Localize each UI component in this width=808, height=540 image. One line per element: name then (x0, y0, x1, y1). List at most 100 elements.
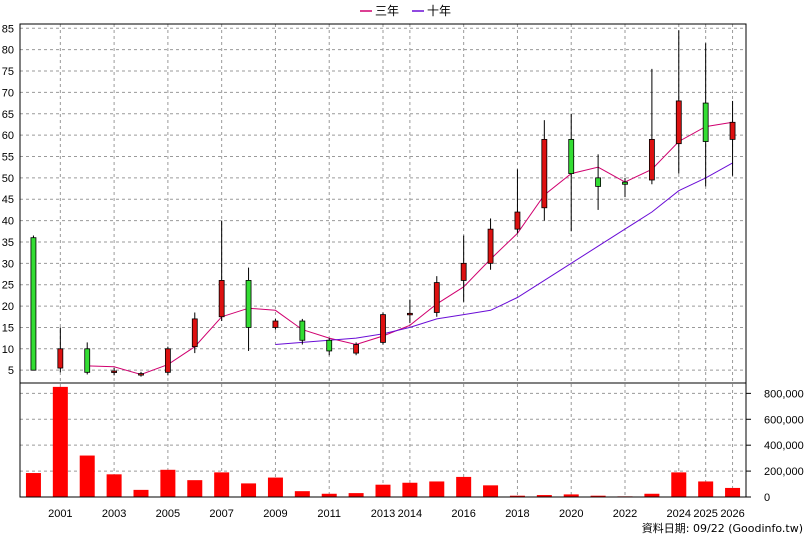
price-tick-label: 85 (2, 23, 14, 35)
year-tick-label: 2018 (505, 508, 529, 520)
ma-ten-year-line (275, 162, 733, 345)
volume-bar (644, 493, 660, 497)
candle-body (433, 282, 440, 313)
volume-bars (25, 386, 741, 497)
candle-body (84, 348, 91, 373)
volume-bar (267, 477, 283, 497)
volume-bar (536, 495, 552, 497)
volume-bar (725, 487, 741, 497)
candle-body (57, 348, 64, 369)
year-tick-label: 2011 (317, 508, 341, 520)
price-tick-label: 80 (2, 45, 14, 57)
year-tick-label: 2013 (371, 508, 395, 520)
candle-body (568, 138, 575, 174)
price-tick-label: 65 (2, 109, 14, 121)
year-tick-label: 2022 (613, 508, 637, 520)
candle-body (138, 373, 144, 376)
year-tick-label: 2020 (559, 508, 583, 520)
volume-bar (402, 482, 418, 497)
candle-body (245, 280, 252, 328)
candle-body (406, 312, 413, 316)
year-tick-label: 2007 (209, 508, 233, 520)
year-tick-label: 2025 (693, 508, 717, 520)
candle-body (299, 320, 306, 341)
candle-body (514, 211, 521, 230)
price-tick-label: 45 (2, 194, 14, 206)
price-tick-label: 25 (2, 280, 14, 292)
volume-bar (483, 485, 499, 497)
candle-body (702, 102, 709, 142)
volume-bar (214, 472, 230, 497)
candle-body (729, 121, 736, 140)
volume-bar (456, 476, 472, 497)
candle-body (675, 100, 682, 145)
candle-body (622, 181, 628, 185)
volume-tick-label: 400,000 (764, 440, 804, 452)
candle-body (648, 138, 655, 181)
candle-body (595, 177, 602, 187)
candle-body (380, 314, 386, 343)
year-tick-label: 2005 (156, 508, 180, 520)
volume-bar (241, 483, 257, 497)
price-tick-label: 5 (8, 365, 14, 377)
year-tick-label: 2009 (263, 508, 287, 520)
candle-body (353, 344, 360, 354)
price-tick-label: 15 (2, 322, 14, 334)
volume-tick-label: 200,000 (764, 466, 804, 478)
volume-bar (321, 493, 337, 497)
volume-bar (671, 472, 687, 497)
price-tick-label: 60 (2, 130, 14, 142)
year-tick-label: 2001 (48, 508, 72, 520)
volume-tick-label: 0 (764, 492, 770, 504)
price-tick-label: 35 (2, 237, 14, 249)
volume-bar (106, 474, 122, 497)
volume-bar (375, 484, 391, 497)
candle-body (487, 228, 494, 264)
grid-lines (20, 24, 746, 497)
legend-label: 三年 (375, 4, 399, 18)
volume-panel-frame (19, 382, 747, 498)
legend: 三年 十年 (360, 4, 451, 18)
candlesticks (30, 30, 736, 377)
volume-bar (52, 386, 68, 497)
volume-bar (563, 494, 579, 497)
candle-body (164, 348, 171, 373)
candle-body (460, 262, 467, 281)
data-date-footer: 資料日期: 09/22 (Goodinfo.tw) (642, 521, 803, 535)
price-tick-label: 20 (2, 301, 14, 313)
price-tick-label: 10 (2, 344, 14, 356)
candle-body (111, 370, 118, 373)
axes: 5101520253035404550556065707580850200,00… (2, 23, 804, 520)
volume-bar (294, 491, 310, 497)
year-tick-label: 2016 (451, 508, 475, 520)
price-tick-label: 55 (2, 151, 14, 163)
volume-tick-label: 800,000 (764, 388, 804, 400)
volume-bar (79, 455, 95, 497)
volume-bar (160, 469, 176, 497)
price-tick-label: 40 (2, 216, 14, 228)
candle-body (30, 237, 37, 371)
legend-label: 十年 (427, 4, 451, 18)
volume-bar (133, 489, 149, 497)
price-tick-label: 70 (2, 87, 14, 99)
volume-bar (25, 473, 41, 497)
volume-tick-label: 600,000 (764, 414, 804, 426)
candle-body (191, 318, 198, 348)
candle-body (541, 138, 548, 209)
volume-bar (187, 480, 203, 497)
volume-bar (509, 495, 525, 497)
volume-bar (429, 481, 445, 497)
price-tick-label: 30 (2, 258, 14, 270)
year-tick-label: 2026 (720, 508, 744, 520)
price-tick-label: 50 (2, 173, 14, 185)
year-tick-label: 2014 (398, 508, 422, 520)
year-tick-label: 2003 (102, 508, 126, 520)
year-tick-label: 2024 (667, 508, 691, 520)
volume-bar (698, 481, 714, 497)
volume-bar (348, 493, 364, 497)
candle-body (218, 280, 225, 318)
candle-body (326, 339, 333, 352)
volume-bar (590, 495, 606, 497)
